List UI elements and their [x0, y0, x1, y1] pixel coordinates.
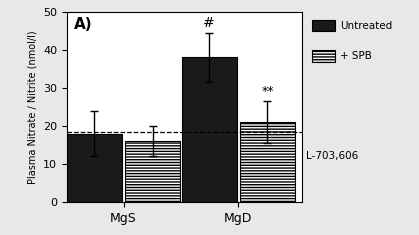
Bar [182, 57, 237, 202]
Bar [67, 133, 122, 202]
Text: L-703,606: L-703,606 [306, 151, 359, 161]
Text: A): A) [74, 17, 93, 32]
Text: **: ** [261, 85, 274, 98]
Text: #: # [203, 16, 215, 30]
Bar [240, 122, 295, 202]
Y-axis label: Plasma Nitrate / Nitrite (nmol/l): Plasma Nitrate / Nitrite (nmol/l) [28, 30, 38, 184]
Bar [125, 141, 180, 202]
Legend: Untreated, + SPB: Untreated, + SPB [309, 17, 396, 65]
